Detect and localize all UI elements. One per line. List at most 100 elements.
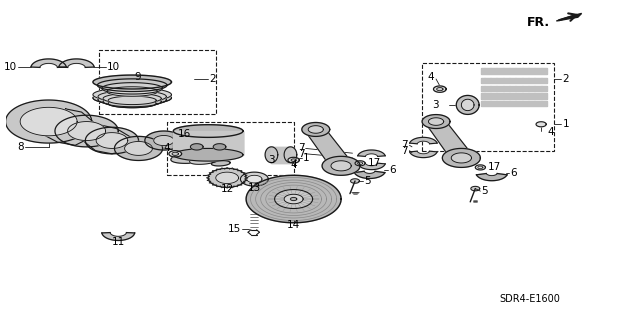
Polygon shape xyxy=(355,161,365,166)
Polygon shape xyxy=(247,175,262,183)
Polygon shape xyxy=(154,136,174,145)
Polygon shape xyxy=(410,137,437,144)
Polygon shape xyxy=(171,151,220,163)
Text: 10: 10 xyxy=(107,62,120,72)
Polygon shape xyxy=(93,88,172,101)
Text: 16: 16 xyxy=(177,129,191,138)
Polygon shape xyxy=(481,101,547,106)
Polygon shape xyxy=(173,125,243,137)
Polygon shape xyxy=(481,93,547,99)
Polygon shape xyxy=(93,75,172,89)
Text: SDR4-E1600: SDR4-E1600 xyxy=(499,294,560,304)
Polygon shape xyxy=(108,99,156,108)
Polygon shape xyxy=(351,179,360,183)
Text: 7: 7 xyxy=(298,144,305,153)
Polygon shape xyxy=(108,96,156,105)
Polygon shape xyxy=(55,115,118,147)
Text: 17: 17 xyxy=(488,162,501,172)
Polygon shape xyxy=(172,152,179,155)
Polygon shape xyxy=(173,131,243,155)
Polygon shape xyxy=(96,133,128,148)
Polygon shape xyxy=(433,86,446,92)
Text: 2: 2 xyxy=(563,74,569,84)
Polygon shape xyxy=(68,122,106,141)
Polygon shape xyxy=(556,13,582,21)
Text: 1: 1 xyxy=(563,119,569,129)
Polygon shape xyxy=(358,150,385,156)
Text: 5: 5 xyxy=(482,186,488,196)
Polygon shape xyxy=(191,144,203,150)
Polygon shape xyxy=(97,79,167,92)
Text: 7: 7 xyxy=(298,149,305,159)
Polygon shape xyxy=(216,172,239,183)
Polygon shape xyxy=(103,97,161,107)
Text: 6: 6 xyxy=(511,168,517,178)
Polygon shape xyxy=(288,157,300,163)
Polygon shape xyxy=(271,147,291,163)
Text: 2: 2 xyxy=(209,74,216,84)
Polygon shape xyxy=(436,87,443,91)
Polygon shape xyxy=(481,85,547,91)
Polygon shape xyxy=(85,127,138,154)
Text: 1: 1 xyxy=(303,153,310,163)
Polygon shape xyxy=(93,91,172,105)
Polygon shape xyxy=(456,95,479,115)
Polygon shape xyxy=(442,148,481,167)
Text: 6: 6 xyxy=(389,165,396,174)
Polygon shape xyxy=(322,156,360,175)
Polygon shape xyxy=(284,194,303,204)
Polygon shape xyxy=(291,197,297,201)
Polygon shape xyxy=(102,233,134,241)
Text: 17: 17 xyxy=(367,158,381,168)
Polygon shape xyxy=(481,68,547,74)
Text: 11: 11 xyxy=(111,237,125,247)
Polygon shape xyxy=(331,161,351,171)
Text: 3: 3 xyxy=(433,100,439,110)
Text: 4: 4 xyxy=(428,72,435,82)
Text: 4: 4 xyxy=(164,143,170,153)
Polygon shape xyxy=(169,151,182,157)
Polygon shape xyxy=(536,122,546,127)
Polygon shape xyxy=(98,91,166,102)
Polygon shape xyxy=(426,118,473,160)
Polygon shape xyxy=(107,87,157,96)
Text: FR.: FR. xyxy=(527,16,550,29)
Text: 9: 9 xyxy=(134,72,141,82)
Polygon shape xyxy=(6,100,92,143)
Text: 14: 14 xyxy=(287,220,300,230)
Polygon shape xyxy=(44,109,97,145)
Text: 3: 3 xyxy=(268,155,275,165)
Polygon shape xyxy=(145,131,183,150)
Polygon shape xyxy=(275,189,312,209)
Polygon shape xyxy=(358,163,385,170)
Polygon shape xyxy=(476,174,507,181)
Polygon shape xyxy=(291,159,296,161)
Polygon shape xyxy=(241,172,268,186)
Polygon shape xyxy=(481,78,547,83)
Text: 7: 7 xyxy=(401,146,408,156)
Polygon shape xyxy=(31,59,67,67)
Polygon shape xyxy=(103,93,161,104)
Text: 15: 15 xyxy=(228,224,241,234)
Polygon shape xyxy=(422,115,450,129)
Polygon shape xyxy=(125,141,152,155)
Polygon shape xyxy=(115,137,163,160)
Polygon shape xyxy=(102,83,163,94)
Text: 8: 8 xyxy=(17,142,24,152)
Text: 7: 7 xyxy=(401,140,408,150)
Polygon shape xyxy=(461,99,474,111)
Text: 13: 13 xyxy=(248,183,261,193)
Polygon shape xyxy=(265,147,278,163)
Bar xyxy=(422,63,554,151)
Polygon shape xyxy=(307,126,353,168)
Polygon shape xyxy=(471,186,480,191)
Text: 4: 4 xyxy=(547,127,554,137)
Polygon shape xyxy=(355,171,385,178)
Text: 10: 10 xyxy=(4,62,17,72)
Polygon shape xyxy=(59,59,94,67)
Polygon shape xyxy=(246,175,341,223)
Polygon shape xyxy=(173,148,243,161)
Polygon shape xyxy=(428,118,444,125)
Polygon shape xyxy=(476,165,485,170)
Polygon shape xyxy=(451,153,472,163)
